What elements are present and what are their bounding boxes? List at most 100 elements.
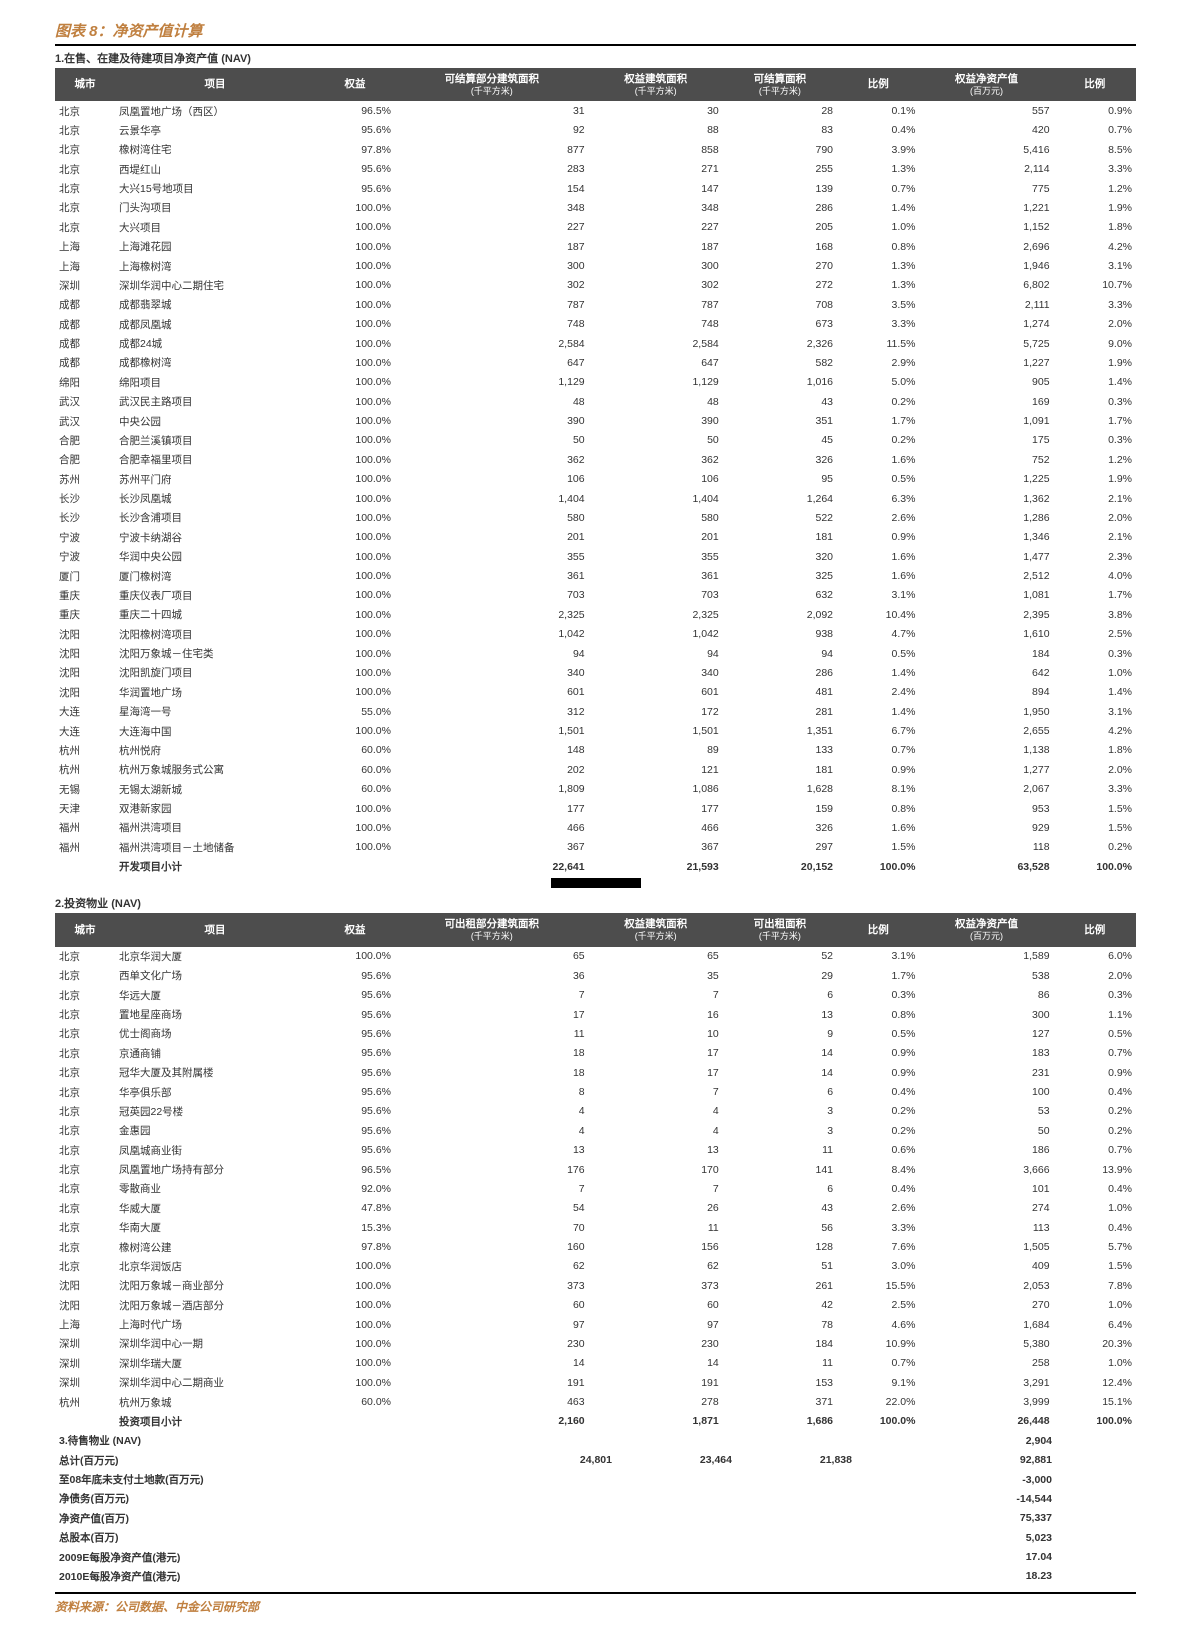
table-cell: 1.5% — [1054, 799, 1136, 818]
table-cell: 北京 — [55, 947, 115, 966]
table-cell: 凤凰置地广场（西区） — [115, 101, 315, 120]
table-row: 北京橡树湾住宅97.8%8778587903.9%5,4168.5% — [55, 140, 1136, 159]
table-cell: 0.1% — [837, 101, 919, 120]
table-cell: 95.6% — [315, 986, 395, 1005]
table-row: 深圳深圳华润中心二期商业100.0%1911911539.1%3,29112.4… — [55, 1373, 1136, 1392]
table-cell: 沈阳 — [55, 1296, 115, 1315]
table-cell: 深圳华瑞大厦 — [115, 1354, 315, 1373]
summary-label: 2010E每股净资产值(港元) — [55, 1567, 496, 1586]
table-cell: 100.0% — [315, 528, 395, 547]
table-cell: 西堤红山 — [115, 160, 315, 179]
table-cell: 1,589 — [919, 947, 1053, 966]
table-cell: 北京 — [55, 140, 115, 159]
summary-cell — [496, 1567, 616, 1586]
table-cell: 47.8% — [315, 1199, 395, 1218]
table-cell: 0.9% — [837, 760, 919, 779]
table-cell: 481 — [723, 683, 837, 702]
table-cell: 0.4% — [837, 121, 919, 140]
table-cell: 3.5% — [837, 295, 919, 314]
table-cell: 福州 — [55, 818, 115, 837]
table-cell: 2.5% — [837, 1296, 919, 1315]
header-row: 城市 项目 权益 可结算部分建筑面积(千平方米) 权益建筑面积(千平方米) 可结… — [55, 68, 1136, 101]
table-cell: 4.0% — [1054, 566, 1136, 585]
table-row: 北京大兴项目100.0%2272272051.0%1,1521.8% — [55, 218, 1136, 237]
table-cell: 45 — [723, 431, 837, 450]
col-project: 项目 — [115, 68, 315, 101]
table-row: 天津双港新家园100.0%1771771590.8%9531.5% — [55, 799, 1136, 818]
table-cell: 371 — [723, 1392, 837, 1411]
table-cell: 286 — [723, 198, 837, 217]
table-cell: 258 — [919, 1354, 1053, 1373]
table-cell: 281 — [723, 702, 837, 721]
summary-value: 17.04 — [936, 1547, 1056, 1566]
table-cell: 121 — [589, 760, 723, 779]
section1-label: 1.在售、在建及待建项目净资产值 (NAV) — [55, 50, 1136, 66]
table-cell: 580 — [589, 508, 723, 527]
summary-value: 92,881 — [936, 1451, 1056, 1470]
table-cell: 100.0% — [315, 411, 395, 430]
col-gfa: 可出租部分建筑面积(千平方米) — [395, 913, 589, 946]
col-ratio1: 比例 — [837, 913, 919, 946]
table-cell: 601 — [395, 683, 589, 702]
table-row: 北京优士阁商场95.6%111090.5%1270.5% — [55, 1024, 1136, 1043]
table-cell: 深圳华润中心二期住宅 — [115, 276, 315, 295]
table-cell: 福州洪湾项目 — [115, 818, 315, 837]
table-cell: 48 — [395, 392, 589, 411]
table-cell: 355 — [395, 547, 589, 566]
table-cell: 88 — [589, 121, 723, 140]
col-equity: 权益 — [315, 68, 395, 101]
table-cell: 65 — [395, 947, 589, 966]
table-cell: 100.0% — [315, 198, 395, 217]
table-cell: 0.4% — [837, 1082, 919, 1101]
table-cell: 云景华亭 — [115, 121, 315, 140]
table-cell: 775 — [919, 179, 1053, 198]
table-cell: 2.0% — [1054, 966, 1136, 985]
col-nav: 权益净资产值(百万元) — [919, 913, 1053, 946]
summary-cell — [496, 1528, 616, 1547]
table-cell: 100.0% — [837, 857, 919, 876]
summary-cell — [616, 1528, 736, 1547]
table-cell: 348 — [589, 198, 723, 217]
table-cell: 100.0% — [315, 295, 395, 314]
table-cell: 1.9% — [1054, 353, 1136, 372]
table-cell: 43 — [723, 1199, 837, 1218]
table-cell: 894 — [919, 683, 1053, 702]
summary-value: 5,023 — [936, 1528, 1056, 1547]
table-row: 无锡无锡太湖新城60.0%1,8091,0861,6288.1%2,0673.3… — [55, 780, 1136, 799]
table-row: 北京华亭俱乐部95.6%8760.4%1000.4% — [55, 1082, 1136, 1101]
table-cell: 30 — [589, 101, 723, 120]
table-cell: 20,152 — [723, 857, 837, 876]
table-cell: 100.0% — [315, 334, 395, 353]
table-cell: 7 — [395, 1179, 589, 1198]
table-cell: 1.7% — [1054, 411, 1136, 430]
table-cell: 0.9% — [837, 528, 919, 547]
table-cell: 326 — [723, 450, 837, 469]
table-cell: 100.0% — [315, 644, 395, 663]
table-cell: 成都 — [55, 295, 115, 314]
table-cell: 95.6% — [315, 1024, 395, 1043]
table-cell: 929 — [919, 818, 1053, 837]
table-cell: 100.0% — [837, 1412, 919, 1431]
table-cell: 2,111 — [919, 295, 1053, 314]
table-cell: 0.8% — [837, 1005, 919, 1024]
table-cell: 20.3% — [1054, 1334, 1136, 1353]
table-cell: 1.5% — [1054, 818, 1136, 837]
table-cell: 97 — [395, 1315, 589, 1334]
table-cell: 2,053 — [919, 1276, 1053, 1295]
table-cell: 1,684 — [919, 1315, 1053, 1334]
table-cell: 97 — [589, 1315, 723, 1334]
table-cell: 283 — [395, 160, 589, 179]
table-cell: 53 — [919, 1102, 1053, 1121]
table-cell: 0.2% — [837, 1102, 919, 1121]
table-cell: 8 — [395, 1082, 589, 1101]
table-cell: 362 — [395, 450, 589, 469]
table-cell: 1.6% — [837, 818, 919, 837]
table-cell: 50 — [589, 431, 723, 450]
table-cell: 351 — [723, 411, 837, 430]
table-cell: 325 — [723, 566, 837, 585]
table-cell: 北京 — [55, 1121, 115, 1140]
table-cell: 2.3% — [1054, 547, 1136, 566]
summary-cell — [496, 1431, 616, 1450]
table-cell: 60 — [395, 1296, 589, 1315]
table-cell: 582 — [723, 353, 837, 372]
